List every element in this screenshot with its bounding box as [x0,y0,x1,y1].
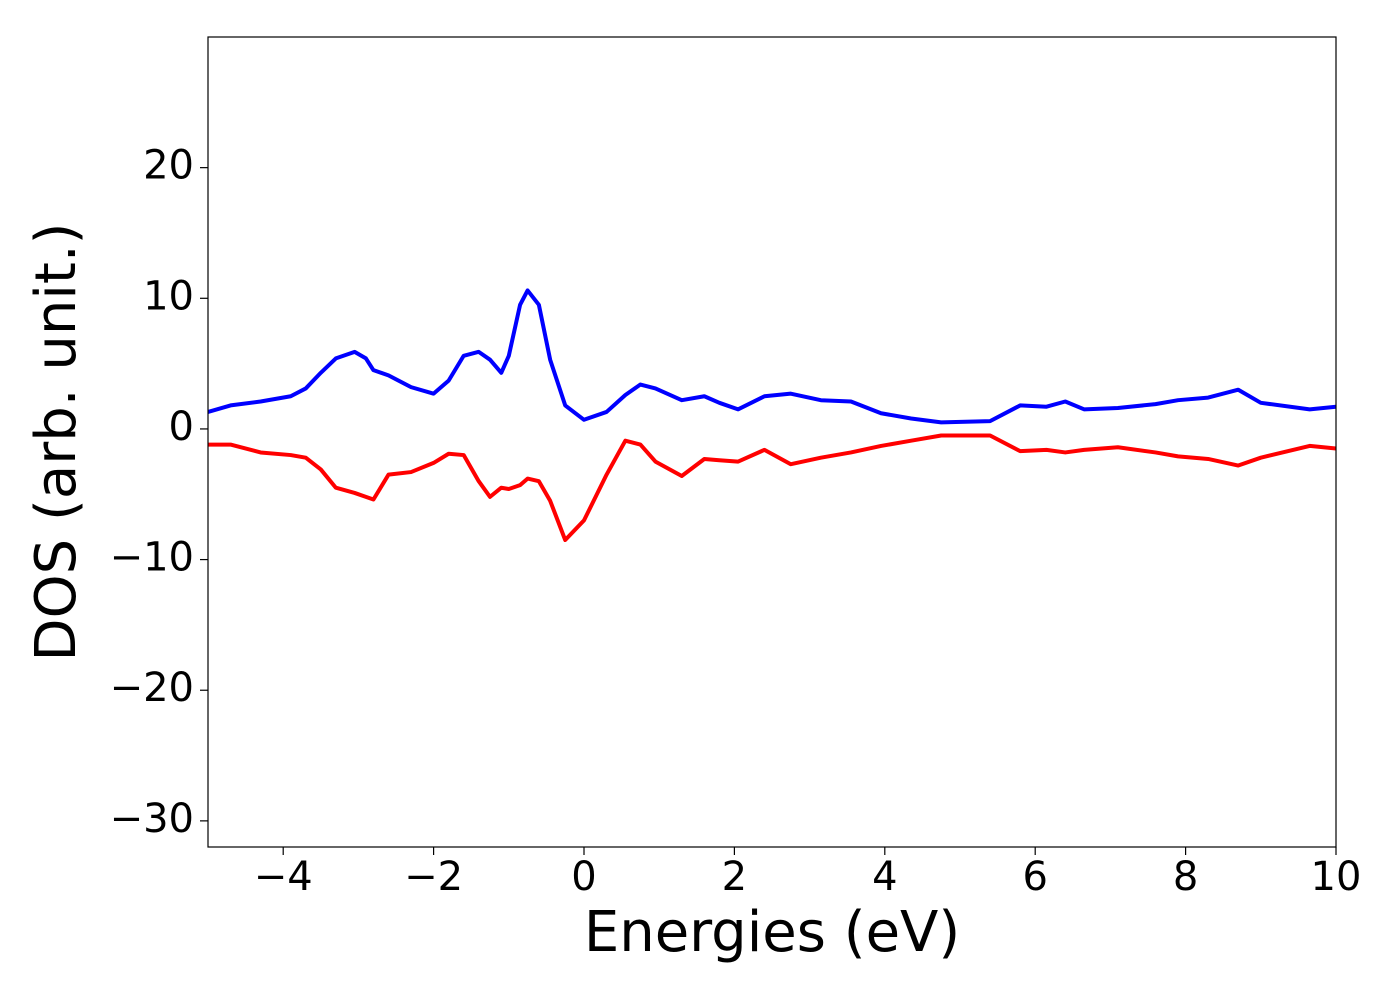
x-tick-label: 2 [722,854,747,900]
plot-frame [207,36,1337,848]
x-tick-label: 10 [1311,854,1362,900]
dos-line [208,433,1336,542]
y-axis-label: DOS (arb. unit.) [24,222,89,661]
x-tick-label: −2 [404,854,463,900]
x-tick-label: 4 [872,854,897,900]
plot-lines [208,288,1336,542]
x-tick-label: −4 [254,854,313,900]
y-tick-label: −20 [110,665,194,711]
x-tick-label: 6 [1022,854,1047,900]
x-tick-label: 0 [571,854,596,900]
y-tick-label: −30 [110,796,194,842]
y-tick-label: −10 [110,535,194,581]
x-tick-label: 8 [1173,854,1198,900]
y-tick-label: 10 [143,273,194,319]
y-tick-label: 20 [143,143,194,189]
x-axis-label: Energies (eV) [584,900,960,965]
y-tick-label: 0 [169,404,194,450]
dos-line [208,288,1336,425]
